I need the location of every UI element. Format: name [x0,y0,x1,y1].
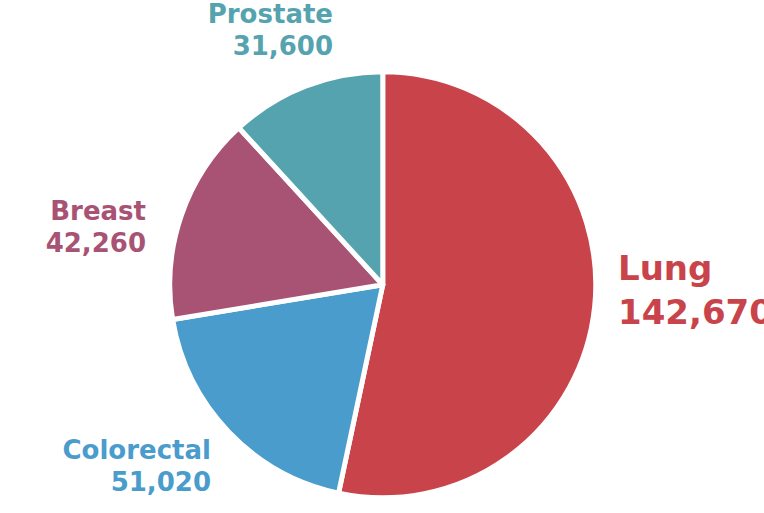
svg-text:Breast: Breast [50,196,146,226]
svg-text:142,670: 142,670 [618,292,764,332]
svg-text:51,020: 51,020 [111,467,211,497]
svg-text:Prostate: Prostate [208,0,333,29]
svg-text:42,260: 42,260 [46,228,146,258]
svg-text:Lung: Lung [618,248,712,288]
svg-text:Colorectal: Colorectal [63,435,211,465]
svg-text:31,600: 31,600 [233,31,333,61]
